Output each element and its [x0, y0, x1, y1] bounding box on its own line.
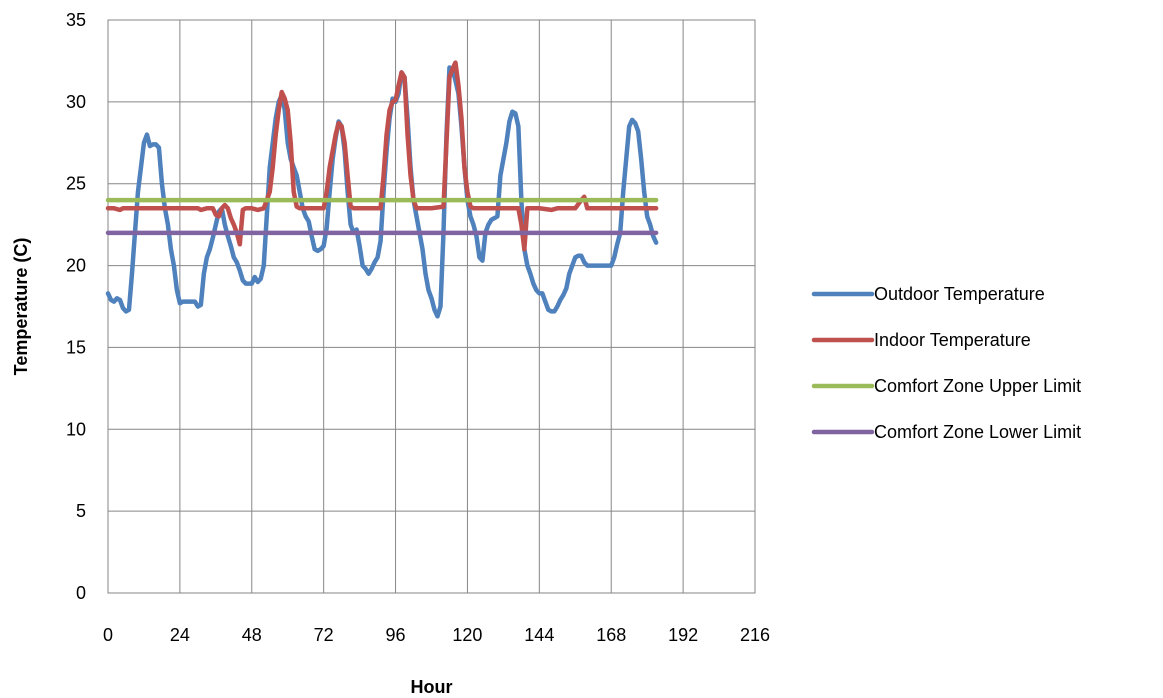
x-axis-title: Hour	[411, 677, 453, 697]
legend-label-indoor-temperature: Indoor Temperature	[874, 330, 1031, 350]
plot-area	[107, 19, 756, 594]
legend-label-outdoor-temperature: Outdoor Temperature	[874, 284, 1045, 304]
y-tick-label: 20	[66, 256, 86, 276]
series-line-indoor-temperature	[105, 60, 659, 252]
x-tick-label: 0	[103, 625, 113, 645]
x-tick-label: 192	[668, 625, 698, 645]
legend-label-comfort-zone-lower-limit: Comfort Zone Lower Limit	[874, 422, 1081, 442]
y-tick-label: 5	[76, 501, 86, 521]
series-lines	[105, 60, 659, 319]
x-tick-label: 48	[242, 625, 262, 645]
axis-ticks: 0 24 48 72 96 120 144 168 192 216 0 5 10 15 20 25 30 35	[66, 10, 770, 645]
y-tick-label: 35	[66, 10, 86, 30]
x-tick-label: 96	[386, 625, 406, 645]
x-tick-label: 72	[314, 625, 334, 645]
y-tick-label: 25	[66, 174, 86, 194]
y-tick-label: 15	[66, 337, 86, 357]
y-tick-label: 10	[66, 419, 86, 439]
x-tick-label: 168	[596, 625, 626, 645]
legend: Outdoor Temperature Indoor Temperature Com…	[811, 284, 1081, 442]
y-tick-label: 30	[66, 92, 86, 112]
legend-label-comfort-zone-upper-limit: Comfort Zone Upper Limit	[874, 376, 1081, 396]
x-tick-label: 216	[740, 625, 770, 645]
x-tick-label: 144	[524, 625, 554, 645]
x-tick-label: 24	[170, 625, 190, 645]
x-tick-label: 120	[452, 625, 482, 645]
series-line-outdoor-temperature	[105, 65, 659, 319]
y-axis-title: Temperature (C)	[11, 238, 31, 376]
y-tick-label: 0	[76, 583, 86, 603]
